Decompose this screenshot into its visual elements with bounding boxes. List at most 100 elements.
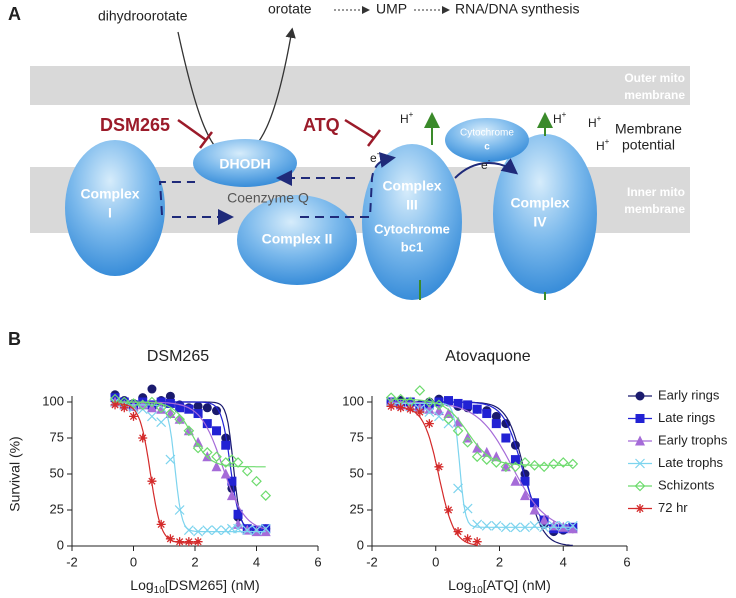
point — [242, 525, 253, 536]
legend-label: Late trophs — [658, 455, 724, 470]
point — [175, 403, 185, 413]
point — [386, 401, 396, 411]
point — [452, 425, 464, 437]
proton: H+ — [588, 114, 602, 130]
point — [501, 433, 511, 443]
electron-arrow — [454, 158, 519, 179]
proton-sup: + — [597, 114, 602, 123]
x-label-sub: 10 — [154, 585, 166, 596]
point — [147, 384, 157, 394]
cytochrome-label: c — [484, 142, 490, 153]
legend-label: Early trophs — [658, 432, 728, 447]
point — [227, 476, 237, 486]
fit-curve — [391, 402, 573, 528]
point — [481, 520, 492, 531]
point — [520, 490, 530, 501]
point — [462, 503, 473, 514]
point — [221, 440, 231, 450]
point — [232, 457, 244, 468]
outer-membrane — [30, 66, 690, 105]
point — [520, 522, 530, 533]
point — [233, 509, 243, 519]
point — [260, 490, 272, 501]
point — [156, 403, 167, 414]
point — [137, 399, 149, 411]
point — [174, 505, 185, 515]
point — [434, 411, 444, 422]
point — [444, 505, 453, 515]
x-label-rest: [DSM265] (nM) — [165, 577, 260, 593]
y-tick-label: 100 — [42, 393, 64, 408]
proton-base: H — [553, 112, 562, 126]
point — [260, 526, 271, 537]
legend-marker — [635, 458, 645, 469]
point — [211, 451, 222, 463]
point — [453, 398, 463, 408]
point — [155, 402, 167, 414]
point — [482, 409, 492, 419]
point — [490, 457, 502, 468]
point — [481, 454, 493, 465]
point — [414, 385, 426, 396]
point — [481, 446, 492, 457]
point — [538, 461, 550, 473]
x-tick-label: 2 — [191, 554, 198, 569]
point — [520, 476, 530, 486]
legend-marker — [635, 391, 645, 401]
point — [251, 525, 262, 536]
electron-path — [300, 152, 396, 218]
complex-4 — [493, 134, 597, 294]
legend-marker — [634, 480, 646, 492]
x-label-base: Log — [448, 577, 471, 593]
proton-base: H — [596, 139, 605, 153]
complex-label: Complex — [382, 178, 441, 194]
point — [472, 519, 483, 530]
point — [202, 525, 213, 536]
x-tick-label: -2 — [366, 554, 378, 569]
complex-label: IV — [533, 214, 547, 230]
point — [510, 461, 521, 473]
point — [175, 537, 185, 547]
point — [463, 400, 473, 410]
point — [424, 396, 435, 408]
point — [241, 465, 253, 477]
point — [539, 522, 550, 533]
point — [529, 520, 540, 531]
point — [500, 461, 512, 473]
point — [165, 391, 175, 401]
point — [434, 397, 444, 407]
point — [138, 433, 148, 443]
y-tick-label: 25 — [50, 501, 64, 516]
x-tick-label: 0 — [432, 554, 439, 569]
point — [184, 537, 194, 547]
point — [472, 537, 482, 547]
molecule: orotate — [268, 1, 312, 17]
point — [211, 525, 222, 536]
complex-label: bc1 — [401, 239, 423, 254]
y-tick-label: 0 — [357, 537, 364, 552]
point — [156, 519, 166, 529]
point — [193, 526, 203, 537]
proton: H+ — [553, 110, 567, 126]
point — [128, 400, 139, 411]
point — [491, 520, 502, 531]
electron-base: e — [481, 158, 488, 172]
point — [183, 525, 194, 536]
legend-label: Early rings — [658, 387, 720, 402]
point — [424, 407, 435, 418]
point — [567, 520, 578, 531]
molecule: RNA/DNA synthesis — [455, 1, 579, 17]
inhibitor: ATQ — [303, 115, 340, 135]
legend-label: Late rings — [658, 410, 716, 425]
chart-title: DSM265 — [147, 348, 209, 365]
point — [491, 411, 501, 421]
point — [193, 436, 204, 447]
x-axis-label: Log10[ATQ] (nM) — [448, 577, 551, 596]
point — [539, 514, 550, 525]
proton-base: H — [400, 112, 409, 126]
inhibition — [177, 118, 207, 142]
point — [202, 403, 212, 413]
y-tick-label: 50 — [350, 465, 364, 480]
molecule: UMP — [376, 1, 407, 17]
